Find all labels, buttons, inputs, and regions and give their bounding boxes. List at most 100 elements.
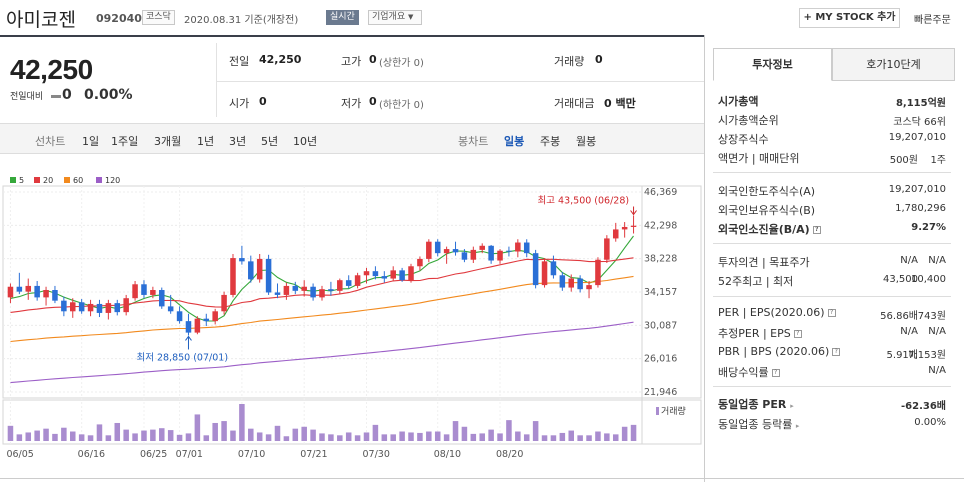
- candle-body: [363, 271, 370, 276]
- candle-body: [354, 275, 361, 286]
- volume-bar: [96, 424, 103, 441]
- volume-bar: [167, 430, 174, 441]
- trading-value-label: 거래대금: [554, 97, 595, 110]
- period-10y-tab[interactable]: 10년: [293, 135, 318, 148]
- candle-body: [577, 278, 583, 290]
- volume-bar: [345, 432, 352, 441]
- volume-bar: [390, 434, 396, 441]
- weekly-candle-tab[interactable]: 주봉: [540, 135, 561, 148]
- candle-body: [265, 258, 272, 293]
- x-tick-label: 07/01: [176, 449, 203, 460]
- bottom-border: [0, 478, 964, 479]
- volume-bar: [123, 429, 129, 441]
- candlestick-chart[interactable]: 46,369 42,298 38,228 34,157 30,087 26,016 21,9…: [0, 178, 704, 478]
- change-label: 전일대비: [10, 92, 44, 102]
- quick-order-link[interactable]: 빠른주문: [914, 15, 951, 26]
- candle-body: [541, 261, 548, 286]
- candle-body: [52, 290, 58, 301]
- chevron-right-icon: ▸: [795, 422, 800, 430]
- per-eps-label: PER | EPS(2020.06): [718, 306, 825, 319]
- candle-body: [123, 298, 129, 313]
- candle-body: [434, 241, 441, 254]
- help-icon[interactable]: ?: [832, 348, 841, 356]
- volume-bar: [515, 431, 521, 441]
- company-name[interactable]: 아미코젠: [6, 9, 76, 31]
- tab-investment-info[interactable]: 투자정보: [713, 48, 832, 81]
- candle-body: [203, 318, 210, 322]
- industry-change-label: 동일업종 등락률: [718, 418, 793, 431]
- volume-bar: [61, 427, 67, 441]
- lower-limit: (하한가 0): [379, 100, 424, 111]
- prev-close-value: 42,250: [259, 53, 302, 66]
- period-1d-tab[interactable]: 1일: [82, 135, 100, 148]
- x-tick-label: 07/21: [300, 449, 327, 460]
- y-tick-label: 46,369: [644, 187, 677, 198]
- legend-swatch: [64, 177, 70, 183]
- eps-value: 743원: [917, 311, 946, 322]
- period-1w-tab[interactable]: 1주일: [111, 135, 139, 148]
- candle-body: [221, 294, 227, 312]
- daily-candle-tab[interactable]: 일봉: [504, 135, 525, 148]
- candle-body: [328, 289, 334, 291]
- candle-body: [292, 285, 299, 291]
- candle-body: [399, 270, 405, 281]
- low-arrow-head: [185, 335, 192, 341]
- chevron-down-icon: ▼: [408, 13, 414, 21]
- est-per-label: 추정PER | EPS: [718, 327, 791, 340]
- low-label: 저가: [341, 97, 362, 110]
- volume-bar: [381, 434, 388, 441]
- volume-bar: [256, 432, 263, 441]
- volume-bar: [443, 434, 450, 441]
- tab-order-book[interactable]: 호가10단계: [832, 48, 955, 81]
- volume-bar: [310, 429, 316, 441]
- help-icon[interactable]: ?: [827, 309, 836, 317]
- volume-bar: [328, 434, 334, 441]
- volume-bar: [185, 433, 192, 441]
- quote-divider: [216, 43, 217, 117]
- candle-body: [230, 258, 236, 295]
- upper-limit: (상한가 0): [379, 58, 424, 69]
- volume-bar: [488, 429, 494, 441]
- volume-bar: [630, 424, 637, 441]
- realtime-badge[interactable]: 실시간: [326, 10, 359, 25]
- period-1y-tab[interactable]: 1년: [197, 135, 215, 148]
- my-stock-button[interactable]: + MY STOCK 추가: [799, 8, 900, 28]
- company-overview-dropdown[interactable]: 기업개요 ▼: [368, 10, 422, 25]
- candle-chart-tab[interactable]: 봉차트: [458, 135, 489, 148]
- monthly-candle-tab[interactable]: 월봉: [576, 135, 597, 148]
- listed-shares: 19,207,010: [888, 132, 946, 143]
- foreign-holdings: 1,780,296: [895, 203, 946, 214]
- line-chart-tab[interactable]: 선차트: [35, 135, 66, 148]
- high-annotation: 최고 43,500 (06/28): [538, 195, 630, 206]
- trading-value: 0 백만: [604, 97, 636, 110]
- volume-legend-swatch: [656, 407, 659, 415]
- candle-body: [256, 258, 263, 280]
- candle-body: [337, 280, 343, 291]
- candle-body: [301, 286, 307, 291]
- help-icon[interactable]: ?: [793, 330, 802, 338]
- candle-body: [630, 225, 637, 227]
- volume-bar: [479, 433, 485, 441]
- help-icon[interactable]: ?: [771, 369, 780, 377]
- low-value: 0: [369, 95, 377, 108]
- plus-icon: +: [803, 12, 812, 23]
- par-value: 500원: [889, 155, 918, 166]
- volume-bar: [87, 435, 94, 441]
- period-3y-tab[interactable]: 3년: [229, 135, 247, 148]
- date-text: 2020.08.31 기준(개장전): [184, 15, 299, 26]
- help-icon[interactable]: ?: [812, 226, 821, 234]
- volume-bar: [621, 426, 628, 441]
- market-cap-value: 8,115억원: [895, 98, 946, 109]
- volume-bar: [212, 422, 218, 441]
- industry-per-row[interactable]: 동일업종 PER ▸: [718, 396, 794, 412]
- period-3m-tab[interactable]: 3개월: [154, 135, 182, 148]
- x-tick-label: 07/30: [363, 449, 390, 460]
- volume-bar: [221, 421, 227, 441]
- y-tick-label: 42,298: [644, 220, 677, 231]
- foreign-limit: 19,207,010: [888, 184, 946, 195]
- period-5y-tab[interactable]: 5년: [261, 135, 279, 148]
- volume-bar: [568, 430, 574, 441]
- listed-shares-label: 상장주식수: [718, 133, 769, 146]
- market-cap-label: 시가총액: [718, 95, 759, 108]
- industry-change-row[interactable]: 동일업종 등락률 ▸: [718, 416, 799, 432]
